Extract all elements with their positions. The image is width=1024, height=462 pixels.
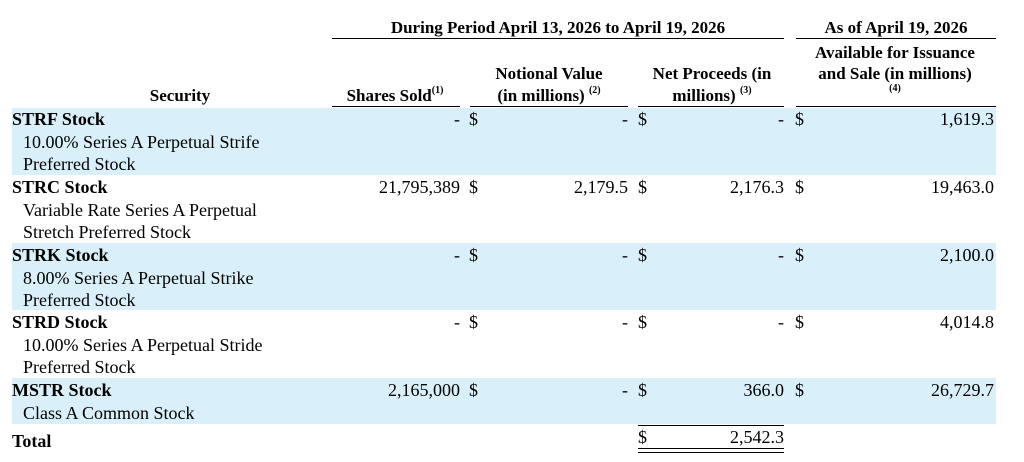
row-band-strf <box>12 108 996 175</box>
footnote-4: (4) <box>889 83 901 94</box>
security-desc-strf-l2: Preferred Stock <box>23 154 136 174</box>
period-group-header: During Period April 13, 2026 to April 19… <box>390 18 726 37</box>
footnote-2: (2) <box>588 85 601 96</box>
dollar-sign: $ <box>469 245 478 265</box>
total-top-rule <box>638 425 784 427</box>
col-header-notional-l1: Notional Value <box>495 64 603 83</box>
notional-strk: - <box>622 245 628 265</box>
col-rule-shares <box>332 106 460 108</box>
total-net-proceeds: 2,542.3 <box>730 427 784 447</box>
total-double-rule-2 <box>638 452 784 454</box>
security-name-strc: STRC Stock <box>12 177 108 197</box>
shares-mstr: 2,165,000 <box>388 380 460 400</box>
notional-strd: - <box>622 312 628 332</box>
dollar-sign: $ <box>469 109 478 129</box>
dollar-sign: $ <box>795 109 804 129</box>
dollar-sign: $ <box>469 312 478 332</box>
dollar-sign: $ <box>795 380 804 400</box>
dollar-sign: $ <box>795 245 804 265</box>
total-dollar-sign: $ <box>638 427 647 447</box>
notional-mstr: - <box>622 380 628 400</box>
shares-strk: - <box>454 245 460 265</box>
shares-strd: - <box>454 312 460 332</box>
security-desc-mstr-l1: Class A Common Stock <box>23 403 195 423</box>
dollar-sign: $ <box>638 245 647 265</box>
shares-strf: - <box>454 109 460 129</box>
dollar-sign: $ <box>795 177 804 197</box>
security-desc-strf-l1: 10.00% Series A Perpetual Strife <box>23 132 260 152</box>
available-strk: 2,100.0 <box>940 245 994 265</box>
total-label: Total <box>12 431 52 451</box>
col-header-available-l1: Available for Issuance <box>815 43 975 62</box>
col-header-notional-l2: (in millions) (2) <box>497 85 601 105</box>
security-name-strd: STRD Stock <box>12 312 108 332</box>
row-band-strk <box>12 243 996 310</box>
dollar-sign: $ <box>469 177 478 197</box>
security-name-mstr: MSTR Stock <box>12 380 112 400</box>
security-desc-strk-l1: 8.00% Series A Perpetual Strike <box>23 268 254 288</box>
period-group-rule <box>332 38 784 40</box>
footnote-1: (1) <box>431 85 444 96</box>
col-header-available-l2: and Sale (in millions) <box>818 64 972 83</box>
security-desc-strd-l1: 10.00% Series A Perpetual Stride <box>23 335 263 355</box>
security-name-strk: STRK Stock <box>12 245 109 265</box>
col-header-net-l1: Net Proceeds (in <box>652 64 772 83</box>
notional-strc: 2,179.5 <box>574 177 628 197</box>
dollar-sign: $ <box>795 312 804 332</box>
row-band-mstr <box>12 378 996 424</box>
asof-group-rule <box>796 38 996 40</box>
security-desc-strd-l2: Preferred Stock <box>23 357 136 377</box>
footnote-3: (3) <box>739 85 752 96</box>
col-rule-available <box>796 106 996 108</box>
notional-strf: - <box>622 109 628 129</box>
shares-strc: 21,795,389 <box>379 177 460 197</box>
total-double-rule-1 <box>638 448 784 450</box>
dollar-sign: $ <box>469 380 478 400</box>
dollar-sign: $ <box>638 109 647 129</box>
available-mstr: 26,729.7 <box>931 380 994 400</box>
security-name-strf: STRF Stock <box>12 109 105 129</box>
net-strk: - <box>778 245 784 265</box>
col-header-security: Security <box>149 86 211 105</box>
available-strd: 4,014.8 <box>940 312 994 332</box>
asof-group-header: As of April 19, 2026 <box>824 18 968 37</box>
col-header-shares: Shares Sold(1) <box>346 85 444 105</box>
security-desc-strc-l1: Variable Rate Series A Perpetual <box>23 200 257 220</box>
col-rule-net <box>638 106 784 108</box>
net-strd: - <box>778 312 784 332</box>
security-desc-strc-l2: Stretch Preferred Stock <box>23 222 191 242</box>
dollar-sign: $ <box>638 177 647 197</box>
dollar-sign: $ <box>638 312 647 332</box>
net-strc: 2,176.3 <box>730 177 784 197</box>
net-mstr: 366.0 <box>743 380 785 400</box>
security-desc-strk-l2: Preferred Stock <box>23 290 136 310</box>
col-rule-notional <box>470 106 628 108</box>
available-strc: 19,463.0 <box>931 177 994 197</box>
net-strf: - <box>778 109 784 129</box>
dollar-sign: $ <box>638 380 647 400</box>
available-strf: 1,619.3 <box>940 109 994 129</box>
col-header-net-l2: millions) (3) <box>672 85 752 105</box>
